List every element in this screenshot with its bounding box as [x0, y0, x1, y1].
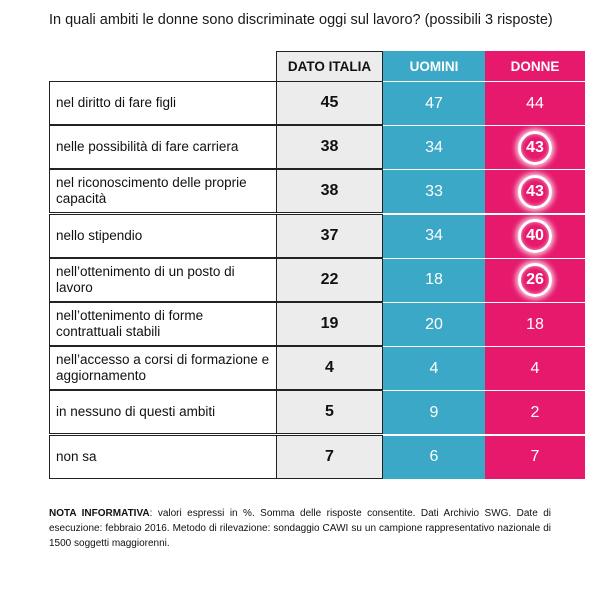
table-row: nelle possibilità di fare carriera 38 34 43 — [49, 125, 585, 170]
cell-dato-italia: 38 — [276, 169, 383, 214]
highlight-circle: 43 — [518, 174, 552, 209]
header-donne: DONNE — [485, 51, 585, 81]
cell-donne: 44 — [485, 81, 585, 125]
highlight-circle: 26 — [518, 263, 552, 298]
cell-donne: 2 — [485, 390, 585, 435]
row-label: nell’ottenimento di un posto di lavoro — [49, 257, 276, 302]
cell-dato-italia: 7 — [276, 434, 383, 479]
cell-dato-italia: 4 — [276, 346, 383, 391]
chart-title: In quali ambiti le donne sono discrimina… — [49, 12, 553, 28]
row-label: nell’accesso a corsi di formazione e agg… — [49, 346, 276, 391]
cell-uomini: 4 — [383, 346, 485, 391]
cell-dato-italia: 37 — [276, 213, 383, 258]
highlight-circle: 43 — [518, 130, 552, 165]
header-uomini: UOMINI — [383, 51, 485, 81]
row-label: nelle possibilità di fare carriera — [49, 125, 276, 170]
table-row: non sa 7 6 7 — [49, 434, 585, 479]
cell-uomini: 33 — [383, 169, 485, 214]
table-row: in nessuno di questi ambiti 5 9 2 — [49, 390, 585, 435]
cell-donne: 43 — [485, 125, 585, 170]
cell-dato-italia: 19 — [276, 302, 383, 346]
cell-uomini: 18 — [383, 257, 485, 302]
row-label: nel riconoscimento delle proprie capacit… — [49, 169, 276, 214]
highlight-circle: 40 — [518, 219, 552, 254]
cell-donne: 4 — [485, 346, 585, 391]
table-row: nell’ottenimento di un posto di lavoro 22… — [49, 257, 585, 302]
cell-dato-italia: 45 — [276, 81, 383, 125]
cell-dato-italia: 22 — [276, 257, 383, 302]
note-text: : valori espressi in %. Somma delle risp… — [49, 508, 551, 549]
cell-uomini: 34 — [383, 213, 485, 258]
row-label: nell’ottenimento di forme contrattuali s… — [49, 302, 276, 346]
info-note: NOTA INFORMATIVA: valori espressi in %. … — [49, 506, 551, 551]
table-row: nell’ottenimento di forme contrattuali s… — [49, 302, 585, 346]
table-row: nello stipendio 37 34 40 — [49, 213, 585, 258]
table-row: nell’accesso a corsi di formazione e agg… — [49, 346, 585, 391]
row-label: in nessuno di questi ambiti — [49, 390, 276, 435]
cell-uomini: 9 — [383, 390, 485, 435]
header-dato-italia: DATO ITALIA — [276, 51, 383, 81]
cell-donne: 7 — [485, 434, 585, 479]
cell-uomini: 34 — [383, 125, 485, 170]
note-heading: NOTA INFORMATIVA — [49, 508, 150, 519]
cell-donne: 26 — [485, 257, 585, 302]
cell-donne: 40 — [485, 213, 585, 258]
cell-donne: 43 — [485, 169, 585, 214]
cell-donne: 18 — [485, 302, 585, 346]
row-label: nel diritto di fare figli — [49, 81, 276, 125]
table-row: nel riconoscimento delle proprie capacit… — [49, 169, 585, 214]
cell-dato-italia: 38 — [276, 125, 383, 170]
cell-uomini: 20 — [383, 302, 485, 346]
row-label: nello stipendio — [49, 213, 276, 258]
table-row: nel diritto di fare figli 45 47 44 — [49, 81, 585, 125]
cell-uomini: 6 — [383, 434, 485, 479]
row-label: non sa — [49, 434, 276, 479]
cell-uomini: 47 — [383, 81, 485, 125]
cell-dato-italia: 5 — [276, 390, 383, 435]
